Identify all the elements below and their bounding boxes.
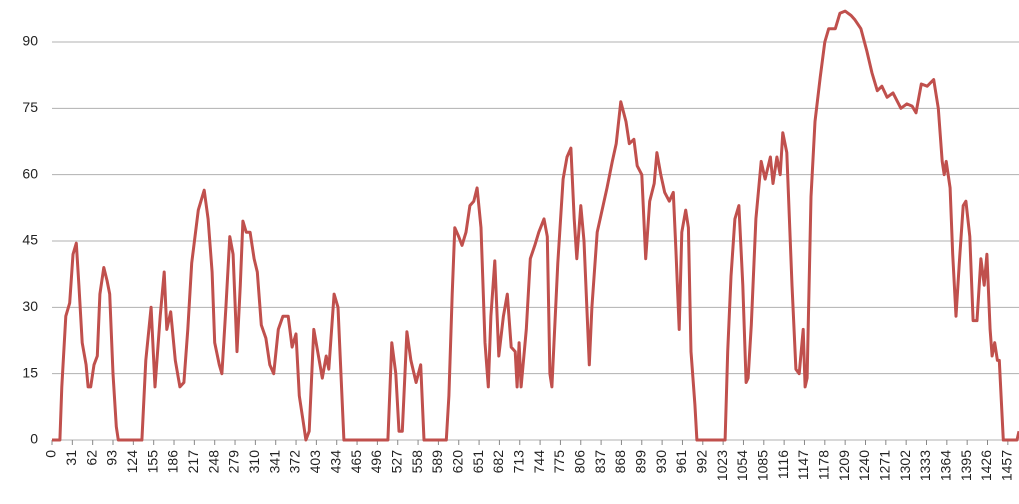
y-tick-label: 75 — [22, 99, 38, 115]
x-tick-label: 806 — [571, 450, 587, 474]
y-tick-label: 15 — [22, 364, 38, 380]
x-tick-label: 1054 — [734, 450, 750, 481]
x-tick-label: 1147 — [795, 450, 811, 480]
x-tick-label: 527 — [388, 450, 404, 474]
x-tick-label: 1426 — [978, 450, 994, 481]
x-tick-label: 961 — [673, 450, 689, 474]
y-tick-label: 45 — [22, 232, 38, 248]
x-tick-label: 1240 — [856, 450, 872, 481]
x-tick-label: 651 — [470, 450, 486, 474]
x-tick-label: 1178 — [816, 450, 832, 480]
x-tick-label: 682 — [490, 450, 506, 474]
x-tick-label: 1209 — [836, 450, 852, 481]
x-tick-label: 1023 — [714, 450, 730, 481]
x-tick-label: 837 — [592, 450, 608, 474]
x-tick-label: 713 — [510, 450, 526, 474]
x-tick-label: 1333 — [917, 450, 933, 481]
x-tick-label: 1271 — [877, 450, 893, 481]
x-tick-label: 1116 — [775, 450, 791, 479]
x-tick-label: 0 — [43, 450, 59, 458]
x-tick-label: 899 — [632, 450, 648, 474]
y-tick-label: 60 — [22, 165, 38, 181]
x-tick-label: 403 — [307, 450, 323, 474]
x-tick-label: 124 — [124, 450, 140, 474]
y-tick-label: 0 — [30, 431, 38, 447]
y-tick-label: 90 — [22, 33, 38, 49]
x-tick-label: 310 — [246, 450, 262, 474]
x-tick-label: 775 — [551, 450, 567, 474]
x-tick-label: 930 — [653, 450, 669, 474]
line — [52, 9, 1019, 442]
x-tick-label: 217 — [185, 450, 201, 474]
x-tick-label: 589 — [429, 450, 445, 474]
x-tick-label: 1364 — [938, 450, 954, 481]
x-tick-label: 93 — [104, 450, 120, 466]
x-tick-label: 279 — [226, 450, 242, 474]
x-tick-label: 155 — [144, 450, 160, 474]
x-tick-label: 31 — [63, 450, 79, 466]
x-tick-label: 992 — [693, 450, 709, 474]
y-tick-label: 30 — [22, 298, 38, 314]
x-tick-label: 1457 — [999, 450, 1015, 481]
x-tick-label: 434 — [327, 450, 343, 474]
x-tick-label: 372 — [287, 450, 303, 474]
x-tick-label: 868 — [612, 450, 628, 474]
x-tick-label: 744 — [531, 450, 547, 474]
x-tick-label: 465 — [348, 450, 364, 474]
x-tick-label: 558 — [409, 450, 425, 474]
x-tick-label: 1395 — [958, 450, 974, 481]
x-tick-label: 341 — [266, 450, 282, 474]
x-tick-label: 62 — [83, 450, 99, 466]
x-tick-label: 248 — [205, 450, 221, 474]
x-tick-label: 186 — [165, 450, 181, 474]
x-tick-label: 496 — [368, 450, 384, 474]
x-tick-label: 620 — [449, 450, 465, 474]
x-tick-label: 1302 — [897, 450, 913, 481]
x-tick-label: 1085 — [755, 450, 771, 481]
